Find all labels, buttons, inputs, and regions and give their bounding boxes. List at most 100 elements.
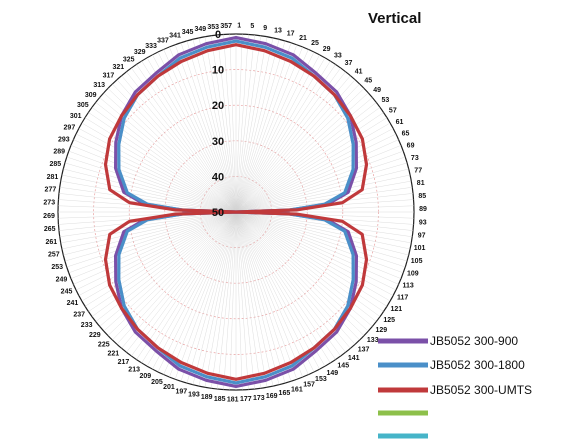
angle-tick-label: 97	[418, 232, 426, 239]
angle-tick-label: 145	[337, 363, 349, 370]
grid-spoke	[235, 39, 280, 213]
legend-label: JB5052 300-1800	[430, 358, 525, 372]
angle-tick-label: 17	[287, 31, 295, 38]
angle-tick-label: 109	[407, 270, 419, 277]
grid-spoke	[70, 145, 237, 213]
grid-spoke	[235, 174, 411, 213]
angle-tick-label: 129	[375, 327, 387, 334]
grid-spoke	[70, 211, 237, 279]
grid-spoke	[235, 211, 309, 375]
angle-tick-label: 53	[381, 97, 389, 104]
grid-spoke	[126, 211, 237, 353]
angle-tick-label: 237	[73, 311, 85, 318]
radial-tick-label: 10	[212, 65, 224, 77]
grid-spoke	[235, 211, 404, 274]
angle-tick-label: 89	[419, 206, 427, 213]
grid-spoke	[235, 128, 394, 213]
grid-spoke	[116, 79, 237, 213]
grid-spoke	[235, 211, 286, 384]
grid-spoke	[235, 187, 413, 213]
grid-spoke	[235, 145, 402, 213]
grid-spoke	[126, 71, 237, 213]
grid-spoke	[235, 211, 356, 345]
grid-spoke	[235, 211, 268, 388]
grid-spoke	[235, 211, 351, 349]
angle-tick-label: 309	[85, 92, 97, 99]
angle-tick-label: 173	[253, 395, 265, 402]
grid-spoke	[235, 211, 255, 390]
angle-tick-label: 213	[128, 366, 140, 373]
grid-spoke	[235, 211, 397, 291]
grid-spoke	[152, 54, 237, 213]
grid-spoke	[235, 107, 381, 213]
grid-spoke	[235, 35, 261, 213]
grid-spoke	[235, 211, 249, 390]
grid-spoke	[235, 49, 309, 213]
angle-tick-label: 297	[64, 125, 76, 132]
grid-spoke	[68, 150, 237, 213]
grid-spoke	[235, 162, 408, 213]
grid-spoke	[235, 54, 320, 213]
grid-spoke	[81, 211, 237, 302]
grid-spoke	[235, 211, 261, 389]
grid-spoke	[235, 64, 336, 213]
grid-spoke	[60, 211, 237, 244]
grid-spoke	[235, 211, 326, 367]
grid-spoke	[235, 211, 336, 360]
radial-tick-label: 20	[212, 100, 224, 112]
grid-spoke	[235, 46, 303, 213]
angle-tick-label: 225	[98, 342, 110, 349]
angle-tick-label: 121	[390, 306, 402, 313]
grid-spoke	[91, 107, 237, 213]
grid-spoke	[141, 60, 237, 213]
radial-tick-label: 0	[215, 29, 221, 41]
grid-spoke	[131, 211, 237, 357]
grid-spoke	[204, 36, 237, 213]
angle-tick-labels: 1 5 9 13 17212529333741454953576165697377818…	[43, 23, 427, 404]
angle-tick-label: 189	[201, 394, 213, 401]
angle-tick-label: 209	[139, 373, 151, 380]
grid-spoke	[235, 51, 315, 213]
grid-spoke	[64, 211, 237, 262]
angle-tick-label: 133	[367, 337, 379, 344]
angle-tick-label: 69	[407, 142, 415, 149]
grid-spoke	[235, 211, 320, 370]
angle-tick-label: 141	[348, 355, 360, 362]
angle-tick-label: 1	[237, 23, 241, 30]
angle-tick-label: 205	[151, 379, 163, 386]
angle-tick-label: 221	[107, 351, 119, 358]
grid-spoke	[235, 211, 411, 250]
angle-tick-label: 349	[194, 26, 206, 33]
angle-tick-label: 193	[188, 392, 200, 399]
angle-tick-label: 197	[175, 388, 187, 395]
angle-tick-label: 273	[43, 200, 55, 207]
angle-tick-label: 57	[389, 108, 397, 115]
grid-spoke	[235, 71, 346, 213]
legend-label: JB5052 300-UMTS	[430, 383, 532, 397]
grid-spoke	[78, 211, 237, 296]
grid-spoke	[229, 34, 237, 213]
grid-spoke	[235, 211, 413, 237]
angle-tick-label: 29	[323, 46, 331, 53]
grid-spoke	[235, 211, 394, 296]
grid-spoke	[68, 211, 237, 274]
angle-tick-label: 9	[263, 25, 267, 32]
grid-spoke	[61, 211, 237, 250]
angle-tick-label: 157	[303, 382, 315, 389]
grid-spoke	[235, 117, 388, 213]
grid-spoke	[78, 128, 237, 213]
grid-spoke	[235, 42, 292, 213]
angle-tick-label: 201	[163, 384, 175, 391]
angle-tick-label: 337	[157, 37, 169, 44]
angle-tick-label: 229	[89, 332, 101, 339]
angle-tick-label: 77	[414, 167, 422, 174]
angle-tick-label: 113	[402, 283, 413, 290]
grid-spoke	[235, 139, 399, 213]
angle-tick-label: 281	[47, 174, 59, 181]
grid-spoke	[186, 211, 237, 384]
grid-spoke	[235, 34, 255, 213]
angle-tick-label: 253	[51, 264, 63, 271]
grid-spoke	[163, 49, 237, 213]
angle-tick-label: 177	[240, 396, 252, 403]
grid-spoke	[73, 139, 237, 213]
